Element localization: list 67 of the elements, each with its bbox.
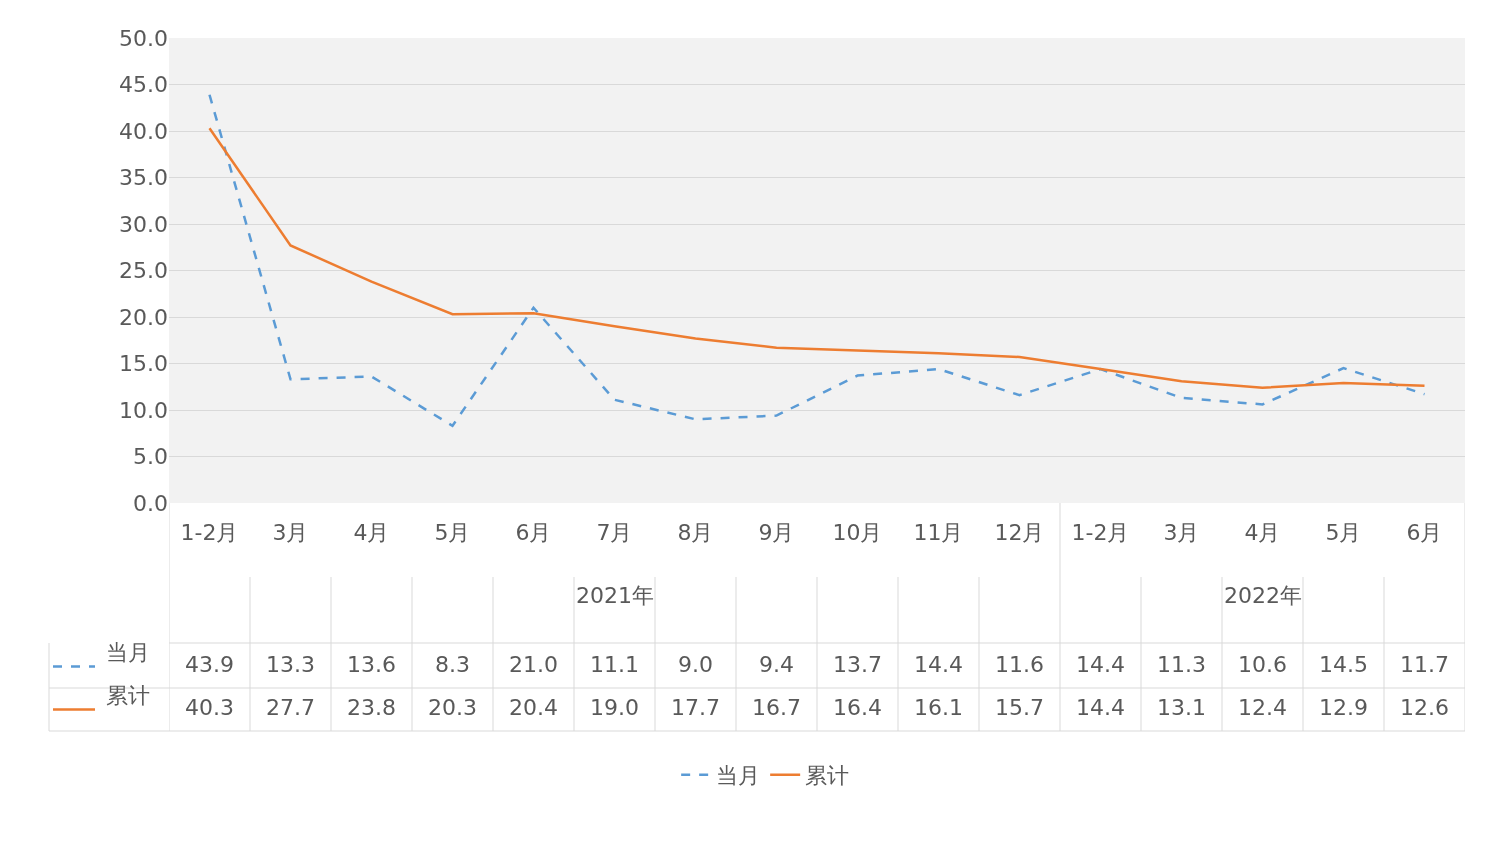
data-label: 12.4: [1238, 695, 1287, 720]
data-label: 16.1: [914, 695, 963, 720]
data-label: 20.4: [509, 695, 558, 720]
x-tick-label: 3月: [1163, 520, 1200, 545]
y-tick-label: 10.0: [119, 397, 168, 423]
data-label: 15.7: [995, 695, 1044, 720]
data-label: 19.0: [590, 695, 639, 720]
x-tick-label: 1-2月: [1071, 520, 1130, 545]
data-label: 17.7: [671, 695, 720, 720]
x-tick-label: 9月: [758, 520, 795, 545]
data-label: 16.4: [833, 695, 882, 720]
y-tick-label: 35.0: [119, 165, 168, 191]
x-tick-label: 11月: [913, 520, 964, 545]
x-tick-label: 5月: [434, 520, 471, 545]
legend-label: 累计: [106, 683, 150, 708]
data-label: 43.9: [185, 652, 234, 677]
data-label: 11.3: [1157, 652, 1206, 677]
line-series: [208, 93, 1426, 428]
data-label: 20.3: [428, 695, 477, 720]
data-label: 13.3: [266, 652, 315, 677]
x-tick-label: 6月: [515, 520, 552, 545]
data-label: 14.4: [1076, 695, 1125, 720]
data-label: 10.6: [1238, 652, 1287, 677]
y-tick-label: 30.0: [119, 211, 168, 237]
y-tick-label: 25.0: [119, 258, 168, 284]
x-tick-label: 1-2月: [180, 520, 239, 545]
data-label: 40.3: [185, 695, 234, 720]
line-series: [208, 126, 1426, 389]
data-label: 21.0: [509, 652, 558, 677]
data-label: 14.4: [914, 652, 963, 677]
y-tick-label: 0.0: [133, 490, 168, 516]
data-label: 14.4: [1076, 652, 1125, 677]
text: 当月: [716, 763, 761, 789]
data-label: 13.6: [347, 652, 396, 677]
y-tick-label: 40.0: [119, 118, 168, 144]
data-label: 23.8: [347, 695, 396, 720]
x-tick-label: 4月: [1244, 520, 1281, 545]
data-label: 9.0: [678, 652, 713, 677]
data-label: 27.7: [266, 695, 315, 720]
y-tick-label: 15.0: [119, 351, 168, 377]
x-tick-label: 7月: [596, 520, 633, 545]
data-label: 16.7: [752, 695, 801, 720]
data-label: 11.6: [995, 652, 1044, 677]
data-label: 9.4: [759, 652, 794, 677]
y-tick-label: 20.0: [119, 304, 168, 330]
x-tick-label: 4月: [353, 520, 390, 545]
data-label: 13.7: [833, 652, 882, 677]
x-tick-label: 6月: [1406, 520, 1443, 545]
y-tick-label: 5.0: [133, 444, 168, 470]
x-tick-label: 10月: [832, 520, 883, 545]
data-label: 14.5: [1319, 652, 1368, 677]
x-tick-label: 5月: [1325, 520, 1362, 545]
legend-label: 当月: [106, 640, 150, 665]
data-label: 8.3: [435, 652, 470, 677]
text: 2021年: [576, 583, 654, 608]
text: 2022年: [1224, 583, 1302, 608]
data-label: 12.9: [1319, 695, 1368, 720]
x-tick-label: 3月: [272, 520, 309, 545]
x-tick-label: 8月: [677, 520, 714, 545]
text: 累计: [805, 763, 850, 789]
y-tick-label: 45.0: [119, 72, 168, 98]
data-label: 12.6: [1400, 695, 1449, 720]
data-label: 11.1: [590, 652, 639, 677]
data-label: 13.1: [1157, 695, 1206, 720]
data-label: 11.7: [1400, 652, 1449, 677]
y-tick-label: 50.0: [119, 25, 168, 51]
x-tick-label: 12月: [994, 520, 1045, 545]
